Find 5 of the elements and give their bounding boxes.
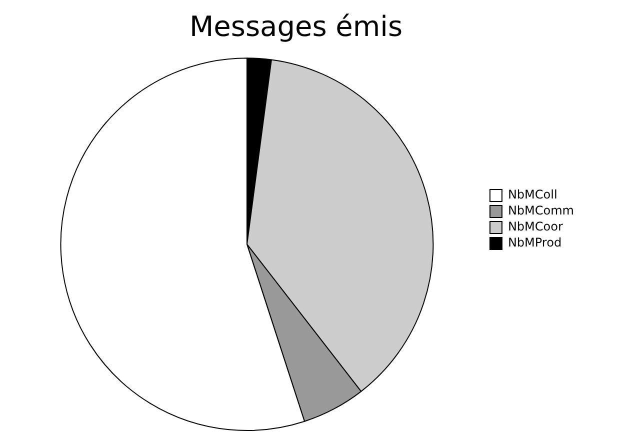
legend-label: NbMProd	[508, 236, 562, 250]
legend-label: NbMColl	[508, 188, 558, 202]
chart-title: Messages émis	[189, 10, 403, 44]
legend-label: NbMCoor	[508, 220, 563, 234]
legend-label: NbMComm	[508, 204, 574, 218]
